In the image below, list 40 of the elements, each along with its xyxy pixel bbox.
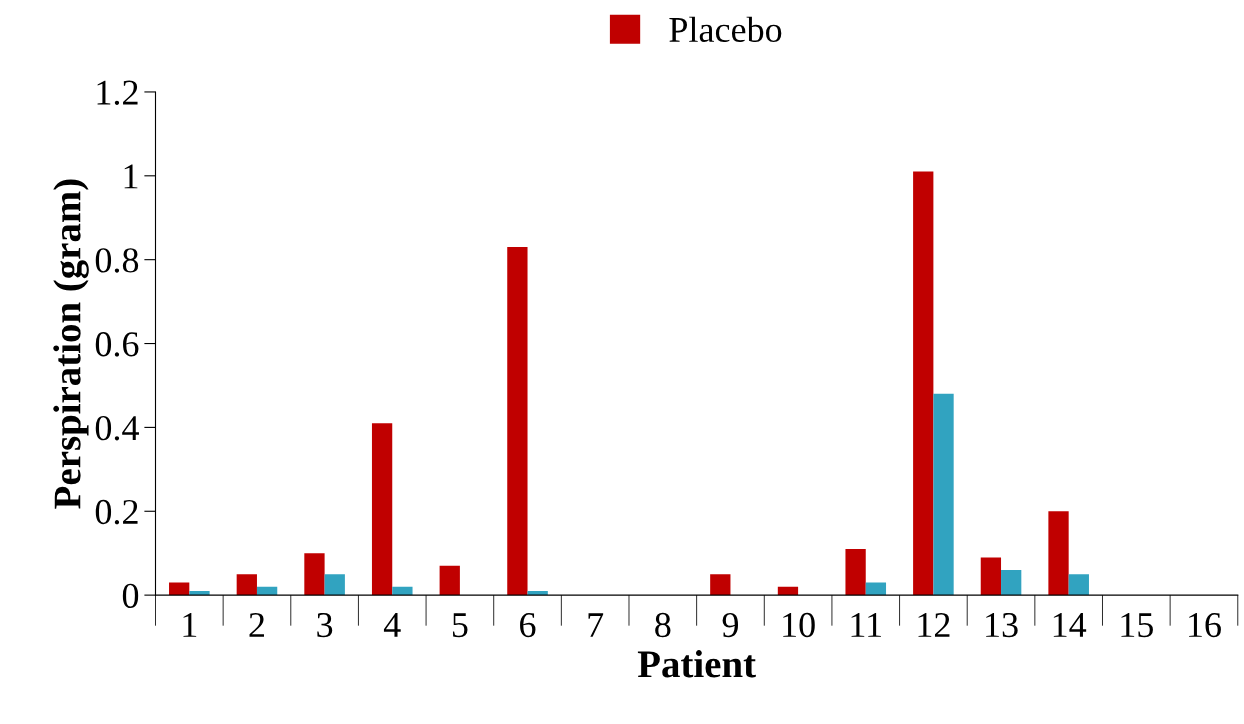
- x-tick-label: 13: [986, 612, 1018, 638]
- y-axis-title: Perspiration (gram): [53, 179, 89, 509]
- x-axis-title: Patient: [637, 650, 756, 678]
- x-tick-label: 16: [1189, 612, 1221, 638]
- x-tick-label: 7: [588, 613, 604, 637]
- x-tick-label: 10: [783, 612, 815, 638]
- legend-label: Placebo: [669, 16, 782, 43]
- bar: [845, 549, 866, 596]
- bar: [324, 574, 345, 596]
- x-tick-label: 8: [655, 612, 671, 638]
- bar: [933, 393, 954, 596]
- x-tick-label: 3: [317, 612, 333, 638]
- y-tick-label: 0.4: [95, 415, 139, 441]
- bar: [236, 574, 257, 596]
- bar: [913, 171, 934, 596]
- y-tick-label: 0: [122, 583, 139, 609]
- x-tick-label: 12: [918, 612, 950, 637]
- bar: [1068, 574, 1089, 596]
- y-tick-label: 0.6: [95, 332, 139, 357]
- y-tick-label: 0.2: [95, 499, 138, 525]
- x-tick-label: 15: [1121, 613, 1153, 638]
- y-tick-label: 1: [124, 164, 138, 189]
- bar: [439, 565, 460, 596]
- bar: [1048, 511, 1069, 596]
- bar: [371, 423, 393, 596]
- x-tick-label: 1: [183, 613, 197, 637]
- x-tick-label: 2: [249, 612, 264, 637]
- y-tick-label: 1.2: [97, 80, 138, 105]
- y-tick-label: 0.8: [95, 248, 139, 273]
- bar: [710, 574, 731, 596]
- x-tick-label: 9: [722, 612, 739, 638]
- bar: [507, 247, 528, 596]
- x-tick-label: 4: [383, 613, 401, 637]
- x-tick-label: 14: [1053, 613, 1087, 637]
- bar: [1001, 569, 1022, 596]
- x-tick-label: 5: [452, 613, 468, 638]
- bar: [304, 553, 325, 596]
- x-tick-label: 6: [520, 612, 536, 638]
- bar: [980, 557, 1002, 596]
- x-tick-label: 11: [851, 613, 881, 637]
